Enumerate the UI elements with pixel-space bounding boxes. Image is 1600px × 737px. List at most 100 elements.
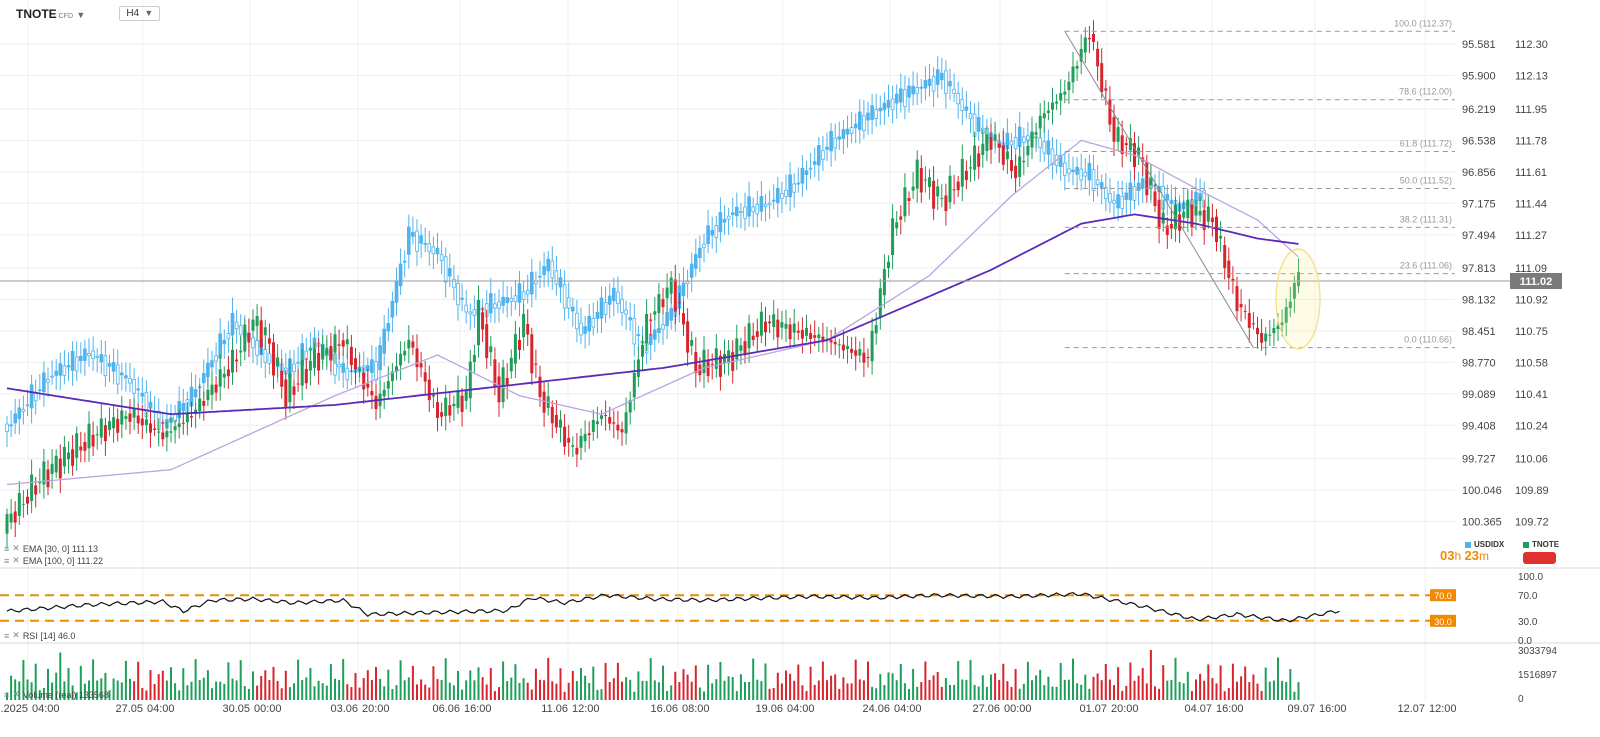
menu-icon[interactable]: ≡ [4, 543, 10, 554]
legend-ema100[interactable]: ≡ ✕ EMA [100, 0] 111.22 [4, 555, 103, 566]
tnote-candle [1014, 165, 1018, 179]
fib-level-label: 0.0 (110.66) [1404, 335, 1452, 345]
volume-bar [67, 667, 70, 700]
usdidx-axis-tick: 97.175 [1462, 198, 1496, 210]
volume-bar [325, 685, 328, 700]
volume-bar [879, 673, 882, 700]
usdidx-candle [817, 145, 821, 166]
volume-bar [399, 660, 402, 700]
usdidx-candle [1067, 168, 1071, 174]
usdidx-candle [702, 243, 706, 248]
usdidx-candle [419, 235, 423, 244]
volume-bar [944, 677, 947, 700]
usdidx-candle [796, 182, 801, 185]
tnote-candle [1087, 37, 1091, 40]
chevron-down-icon: ▼ [141, 8, 154, 18]
price-axis-tick: 110.06 [1515, 454, 1548, 466]
usdidx-candle [739, 211, 743, 214]
menu-icon[interactable]: ≡ [4, 630, 10, 641]
volume-bar [1252, 674, 1255, 700]
legend-rsi[interactable]: ≡ ✕ RSI [14] 46.0 [4, 630, 75, 641]
volume-bar [129, 678, 131, 700]
usdidx-candle [874, 109, 878, 119]
usdidx-candle [193, 389, 198, 398]
legend-ema30-label: EMA [30, 0] 111.13 [22, 543, 99, 554]
volume-bar [785, 670, 787, 700]
tnote-candle [768, 321, 772, 324]
tnote-candle [567, 437, 571, 443]
tnote-candle [604, 415, 608, 417]
menu-icon[interactable]: ≡ [4, 689, 10, 700]
series-legend-usdidx[interactable]: USDIDX [1465, 540, 1504, 549]
tnote-candle [690, 339, 694, 346]
volume-bar [711, 683, 714, 700]
tnote-candle [120, 410, 124, 425]
volume-bar [165, 680, 168, 700]
tnote-candle [329, 346, 333, 360]
usdidx-candle [38, 389, 42, 392]
usdidx-candle [83, 348, 87, 361]
tnote-candle [1243, 310, 1247, 312]
usdidx-candle [837, 136, 842, 140]
tnote-candle [755, 331, 759, 337]
volume-bar [1195, 679, 1197, 700]
usdidx-candle [763, 204, 768, 207]
usdidx-candle [808, 167, 813, 170]
tnote-candle [136, 415, 140, 424]
chevron-down-icon[interactable]: ▼ [76, 9, 86, 20]
volume-bar [1264, 667, 1267, 700]
tnote-candle [1026, 145, 1030, 156]
volume-bar [301, 680, 304, 700]
usdidx-candle [800, 168, 805, 184]
volume-bar [961, 679, 964, 700]
usdidx-candle [829, 131, 833, 152]
volume-bar [1080, 684, 1083, 700]
tnote-candle [103, 425, 107, 442]
volume-bar [186, 685, 189, 700]
usdidx-candle [124, 375, 128, 379]
legend-rsi-label: RSI [14] 46.0 [22, 630, 76, 641]
time-axis-time: 12:00 [1429, 703, 1457, 715]
close-icon[interactable]: ✕ [12, 689, 20, 699]
close-icon[interactable]: ✕ [12, 543, 20, 553]
volume-bar [297, 659, 300, 700]
tnote-candle [1280, 322, 1284, 326]
usdidx-candle [607, 295, 612, 305]
close-icon[interactable]: ✕ [12, 555, 20, 565]
usdidx-candle [681, 282, 686, 297]
volume-bar [990, 674, 992, 700]
close-icon[interactable]: ✕ [12, 630, 20, 640]
usdidx-candle [1128, 182, 1133, 201]
usdidx-candle [443, 256, 448, 283]
tnote-candle [600, 415, 603, 420]
volume-bar [178, 690, 181, 700]
tnote-candle [214, 384, 218, 393]
usdidx-candle [1079, 168, 1084, 181]
tnote-candle [788, 324, 792, 340]
tnote-candle [54, 455, 58, 473]
usdidx-candle [99, 354, 104, 363]
volume-bar [969, 659, 972, 700]
volume-bar [510, 677, 513, 700]
price-axis-tick: 111.78 [1515, 135, 1547, 147]
symbol-selector[interactable]: TNOTE CFD ▼ [16, 7, 85, 21]
volume-bar [288, 687, 291, 700]
volume-bar [59, 652, 62, 700]
series-legend-tnote[interactable]: TNOTE [1523, 540, 1559, 549]
tnote-candle [1100, 63, 1104, 93]
tnote-candle [1083, 37, 1087, 53]
volume-bar [805, 691, 808, 700]
volume-bar [1215, 683, 1218, 700]
legend-ema30[interactable]: ≡ ✕ EMA [30, 0] 111.13 [4, 543, 98, 554]
tnote-candle [513, 334, 517, 364]
timeframe-selector[interactable]: H4 ▼ [119, 6, 161, 21]
rsi-axis-tick: 70.0 [1518, 591, 1538, 602]
tnote-candle [284, 379, 288, 407]
volume-bar [588, 682, 591, 700]
volume-bar [830, 675, 833, 700]
menu-icon[interactable]: ≡ [4, 555, 10, 566]
legend-volume[interactable]: ≡ ✕ Volume (real) 133568 [4, 689, 109, 700]
usdidx-candle [940, 72, 944, 81]
usdidx-candle [509, 298, 514, 302]
